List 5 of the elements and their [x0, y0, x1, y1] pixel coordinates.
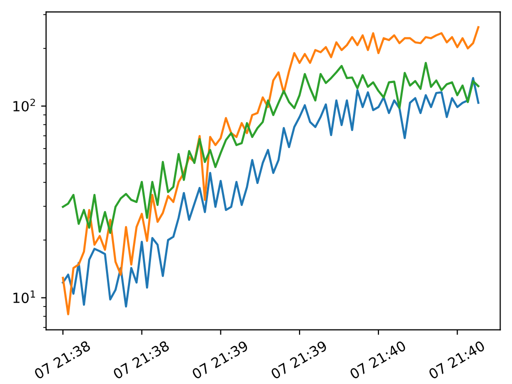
y-tick-label: 10$^{1}$: [13, 290, 36, 304]
y-tick-label: 10$^{2}$: [13, 98, 35, 112]
line-series: [62, 62, 480, 234]
line-series: [62, 26, 480, 316]
line-series: [62, 77, 480, 308]
